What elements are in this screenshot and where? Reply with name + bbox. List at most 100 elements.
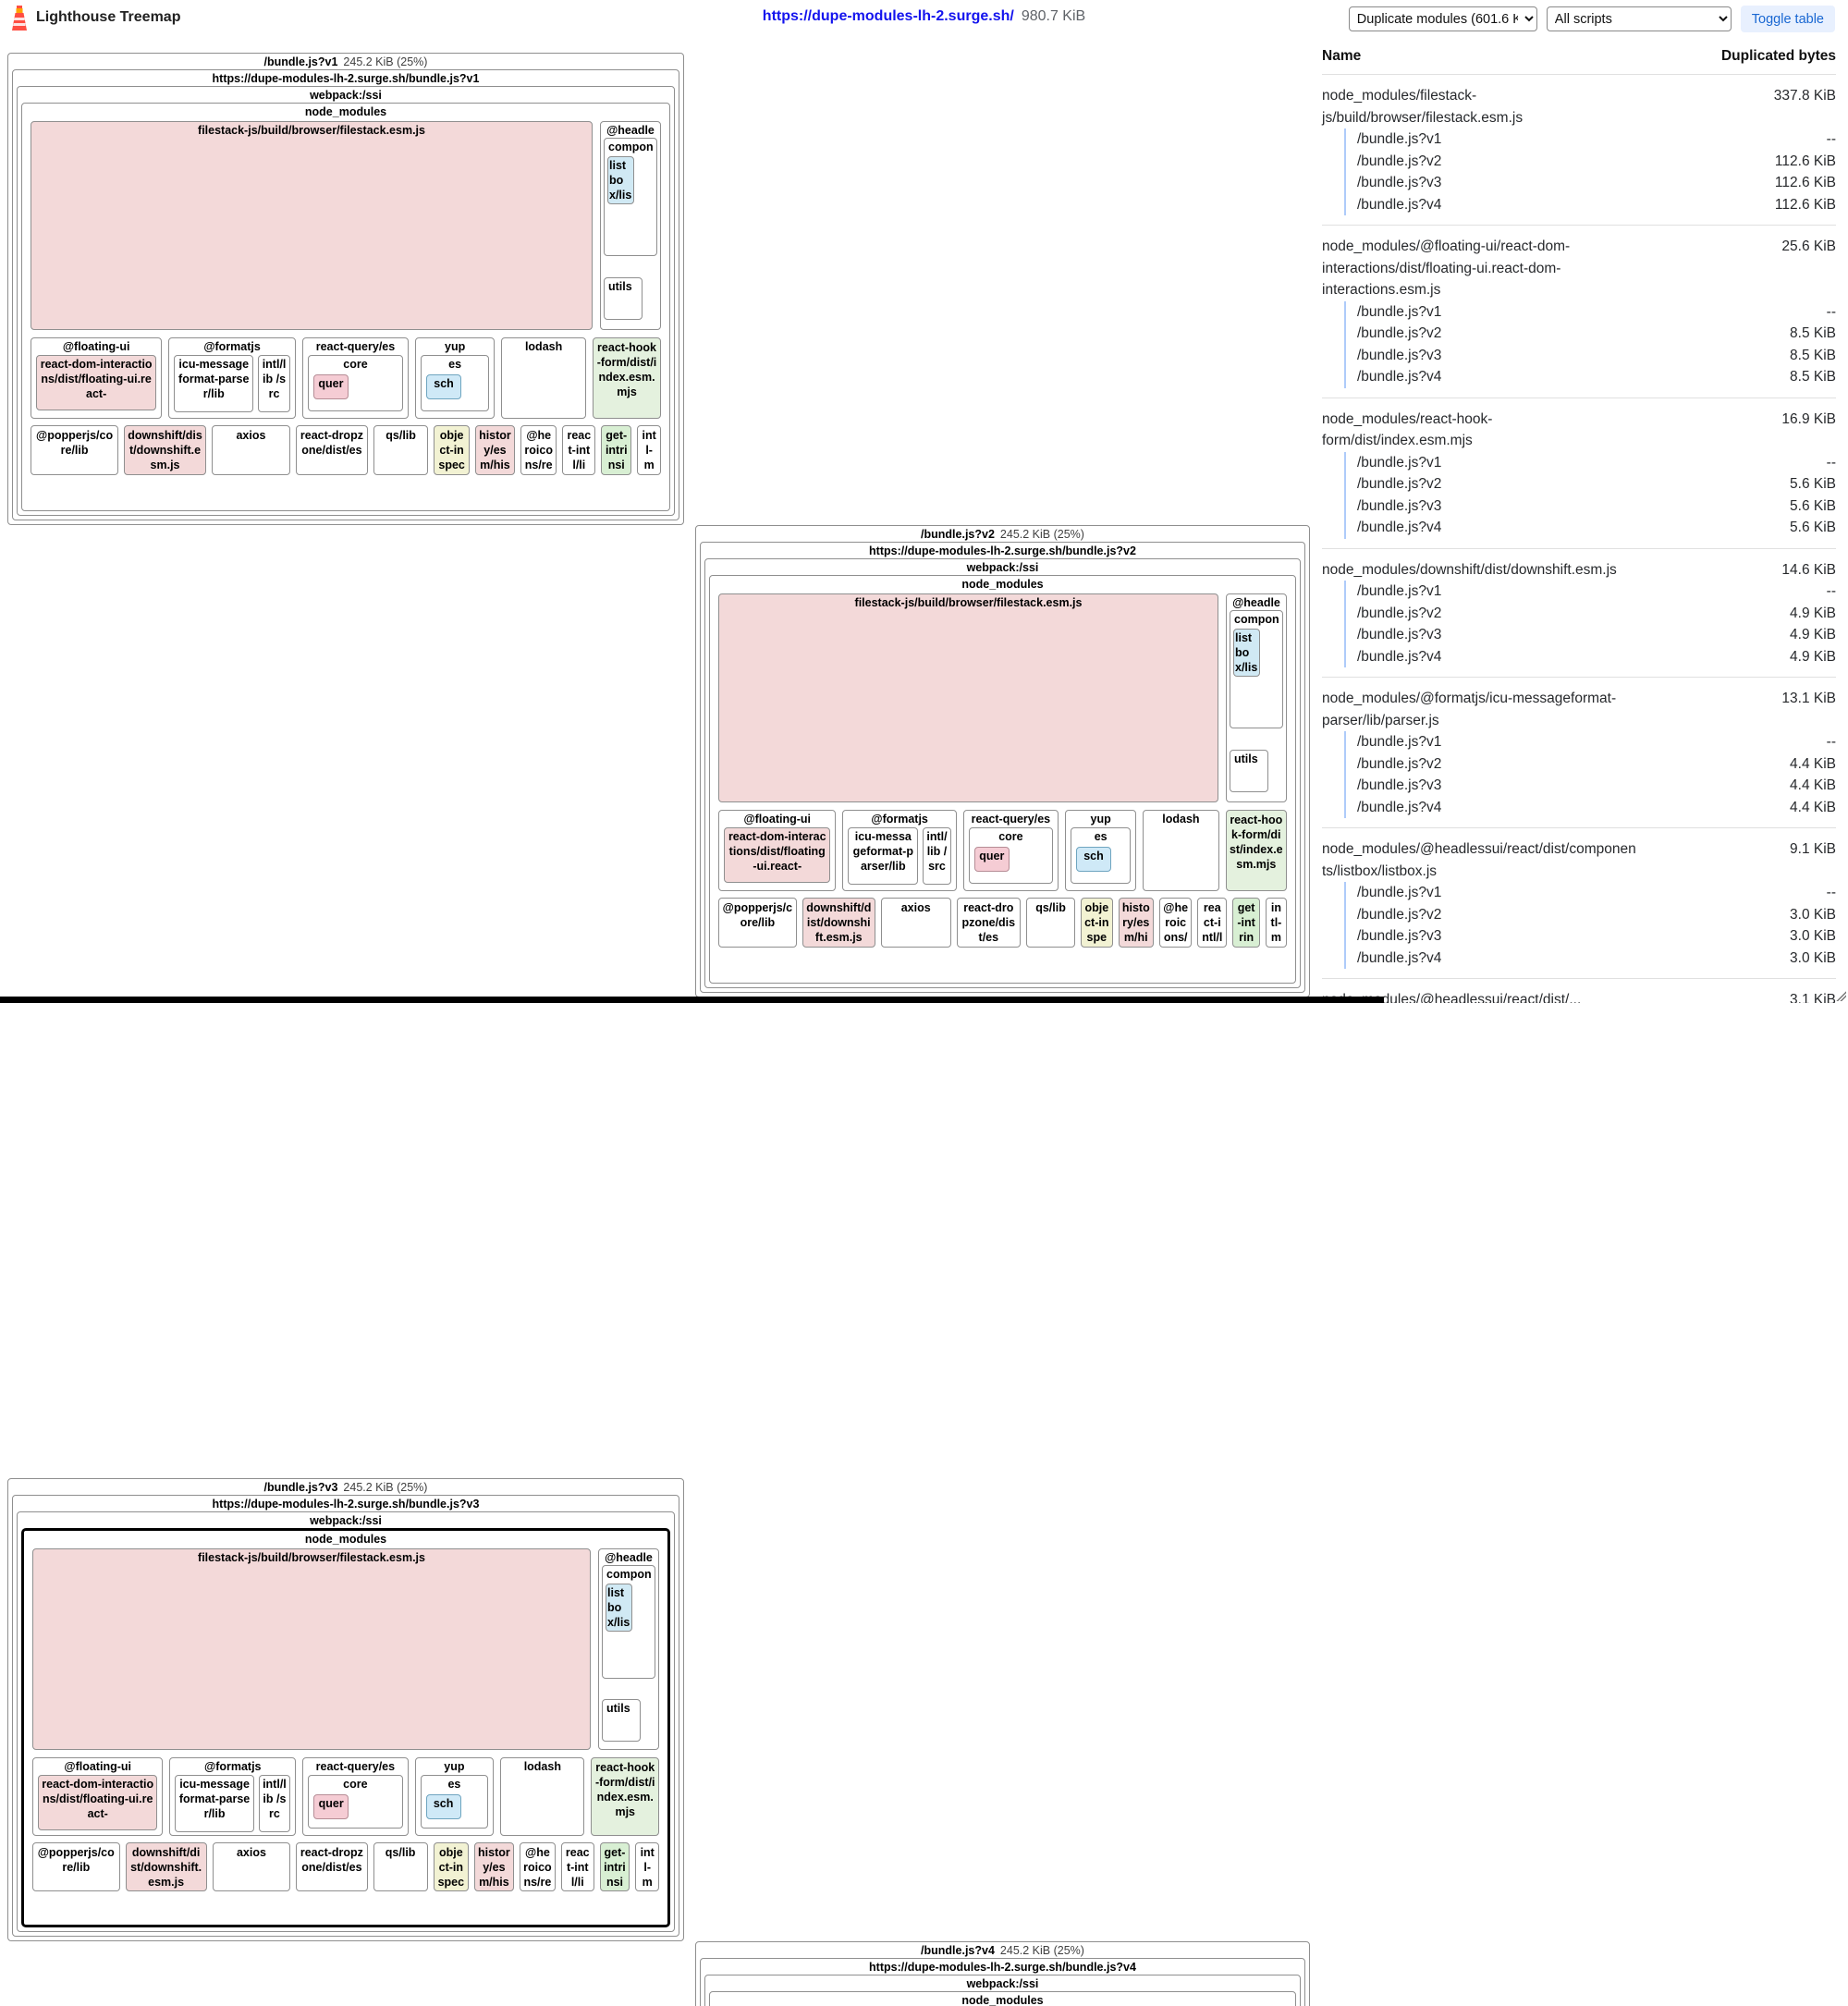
module-node[interactable]: @heroicons/re [520,1842,556,1891]
components-node[interactable]: componentslistbox/list [602,1565,655,1679]
module-node[interactable]: object-inspect [1081,898,1112,948]
script-url-node[interactable]: https://dupe-modules-lh-2.surge.sh/bundl… [12,69,679,520]
module-node[interactable]: history/esm/his [1119,898,1155,948]
headlessui-node[interactable]: @headlesscomponentslistbox/listutils [598,1548,659,1750]
module-node[interactable]: react-dropzone/dist/es [957,898,1021,948]
utils-node[interactable]: utils [602,1699,641,1742]
module-node[interactable]: object-inspect [434,425,470,475]
module-node[interactable]: lodash [501,337,586,419]
module-node[interactable]: @heroicons/re [1159,898,1192,948]
module-node[interactable]: quer [313,1794,349,1819]
toggle-table-button[interactable]: Toggle table [1741,6,1835,32]
module-node[interactable]: axios [881,898,951,948]
module-node[interactable]: intl/lib /src [258,355,290,412]
filestack-node[interactable]: filestack-js/build/browser/filestack.esm… [31,121,593,330]
utils-node[interactable]: utils [1230,750,1268,792]
module-node[interactable]: sch [426,1794,461,1819]
module-node[interactable]: qs/lib [1026,898,1075,948]
module-node[interactable]: sch [426,374,461,399]
module-node[interactable]: lodash [500,1757,584,1836]
module-node[interactable]: downshift/dist/downshift.esm.js [126,1842,207,1891]
module-node[interactable]: qs/lib [373,425,429,475]
module-node[interactable]: get-intrinsic/i [1232,898,1260,948]
module-node[interactable]: intl/lib /src [259,1775,290,1832]
module-node[interactable]: qs/lib [373,1842,428,1891]
module-node[interactable]: icu-messageformat-parser/lib [175,1775,253,1832]
module-node[interactable]: get-intrinsic/i [600,1842,630,1891]
module-node[interactable]: downshift/dist/downshift.esm.js [124,425,206,475]
module-node[interactable]: react-intl/li [1197,898,1227,948]
module-node[interactable]: intl-messag [637,425,661,475]
module-node[interactable]: object-inspect [434,1842,469,1891]
module-node[interactable]: @popperjs/core/lib [718,898,797,948]
script-select[interactable]: All scripts [1547,6,1732,31]
module-node[interactable]: react-dom-interactions/dist/floating-ui.… [38,1775,157,1830]
module-node[interactable]: @popperjs/core/lib [32,1842,120,1891]
listbox-node[interactable]: listbox/list [607,156,634,204]
module-node[interactable]: react-dom-interactions/dist/floating-ui.… [36,355,156,410]
view-mode-select[interactable]: Duplicate modules (601.6 KiB) [1349,6,1537,31]
module-node[interactable]: quer [313,374,349,399]
script-url-node[interactable]: https://dupe-modules-lh-2.surge.sh/bundl… [12,1495,679,1937]
script-url-node[interactable]: https://dupe-modules-lh-2.surge.sh/bundl… [700,542,1305,993]
headlessui-node[interactable]: @headlesscomponentslistbox/listutils [600,121,661,330]
webpack-node[interactable]: webpack:/ssinode_modulesfilestack-js/bui… [704,1975,1301,2006]
utils-node[interactable]: utils [604,277,643,320]
listbox-node[interactable]: listbox/list [606,1584,632,1632]
bottom-scroll-bar[interactable] [0,997,1384,1003]
module-node[interactable]: react-intl/li [562,425,595,475]
module-node[interactable]: icu-messageformat-parser/lib [848,827,918,885]
module-node[interactable]: history/esm/his [474,1842,514,1891]
module-node[interactable]: react-hook-form/dist/index.esm.mjs [1226,810,1287,891]
filestack-node[interactable]: filestack-js/build/browser/filestack.esm… [718,593,1218,802]
headlessui-node[interactable]: @headlesscomponentslistbox/listutils [1226,593,1287,802]
module-node[interactable]: react-dropzone/dist/es [296,425,368,475]
module-node[interactable]: react-dom-interactions/dist/floating-ui.… [724,827,830,883]
node-modules-node[interactable]: node_modulesfilestack-js/build/browser/f… [709,1991,1296,2006]
module-node[interactable]: icu-messageformat-parser/lib [174,355,253,412]
components-node[interactable]: componentslistbox/list [1230,610,1283,728]
page-url-link[interactable]: https://dupe-modules-lh-2.surge.sh/ [763,8,1014,24]
module-node[interactable]: intl/lib /src [923,827,951,885]
module-node[interactable]: axios [213,1842,291,1891]
module-node[interactable]: react-intl/li [561,1842,594,1891]
module-node[interactable]: quer [974,847,1010,872]
module-node[interactable]: react-hook-form/dist/index.esm.mjs [593,337,661,419]
module-node[interactable]: history/esm/his [475,425,515,475]
module-node[interactable]: intl-messag [635,1842,659,1891]
script-url-node[interactable]: https://dupe-modules-lh-2.surge.sh/bundl… [700,1958,1305,2006]
components-node[interactable]: componentslistbox/list [604,138,657,256]
module-node[interactable]: axios [212,425,290,475]
resize-handle-icon[interactable] [1835,990,1846,1001]
module-node[interactable]: @heroicons/re [520,425,557,475]
module-node[interactable]: react-hook-form/dist/index.esm.mjs [591,1757,659,1836]
module-node[interactable]: sch [1076,847,1111,872]
filestack-node[interactable]: filestack-js/build/browser/filestack.esm… [32,1548,591,1750]
module-node[interactable]: get-intrinsic/i [601,425,631,475]
